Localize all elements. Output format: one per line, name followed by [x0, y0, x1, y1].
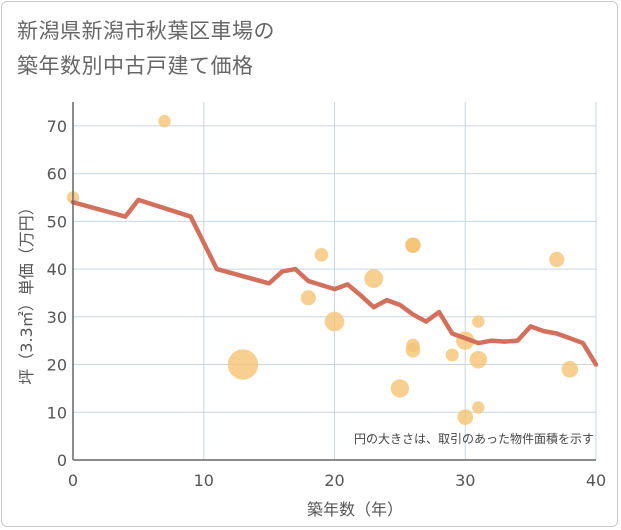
chart-title: 新潟県新潟市秋葉区車場の 築年数別中古戸建て価格 — [17, 14, 275, 84]
y-axis-label: 坪（3.3㎡）単価（万円） — [17, 199, 36, 384]
bubble-series — [66, 114, 579, 425]
bubble-point — [549, 251, 565, 268]
bubble-point — [364, 269, 384, 289]
x-tick-label: 40 — [586, 471, 606, 490]
bubble-point — [158, 114, 171, 128]
bubble-point — [457, 409, 474, 425]
trend-series — [70, 197, 599, 367]
chart-title-line-2: 築年数別中古戸建て価格 — [17, 54, 254, 78]
x-tick-label: 10 — [194, 471, 214, 490]
chart-title-line-1: 新潟県新潟市秋葉区車場の — [17, 19, 275, 43]
bubble-point — [390, 379, 410, 398]
bubble-point — [445, 348, 459, 362]
x-tick-label: 20 — [324, 471, 344, 490]
x-axis-label: 築年数（年） — [307, 500, 403, 519]
tick-labels: 0 10 20 30 40 50 60 70 0 10 20 30 40 — [47, 117, 607, 490]
y-tick-label: 10 — [47, 403, 67, 422]
bubble-point — [314, 247, 329, 262]
size-note: 円の大きさは、取引のあった物件面積を示す — [354, 431, 594, 446]
bubble-point — [469, 350, 488, 369]
bubble-point — [405, 237, 421, 253]
axes — [72, 102, 596, 461]
bubble-point — [405, 342, 421, 358]
x-tick-label: 0 — [68, 471, 78, 490]
x-tick-label: 30 — [455, 471, 475, 490]
y-tick-label: 50 — [47, 212, 67, 231]
bubble-point — [472, 315, 485, 328]
bubble-point — [472, 401, 485, 414]
bubble-point — [300, 290, 316, 306]
bubble-point — [324, 311, 345, 332]
y-tick-label: 40 — [47, 260, 67, 279]
y-tick-label: 70 — [47, 117, 67, 136]
y-tick-label: 0 — [57, 451, 67, 470]
y-tick-label: 60 — [47, 165, 67, 184]
y-tick-label: 30 — [47, 308, 67, 327]
grid-lines — [73, 102, 597, 460]
bubble-point — [561, 360, 579, 378]
bubble-point — [227, 349, 259, 380]
trend-line — [70, 197, 599, 367]
y-tick-label: 20 — [47, 356, 67, 375]
